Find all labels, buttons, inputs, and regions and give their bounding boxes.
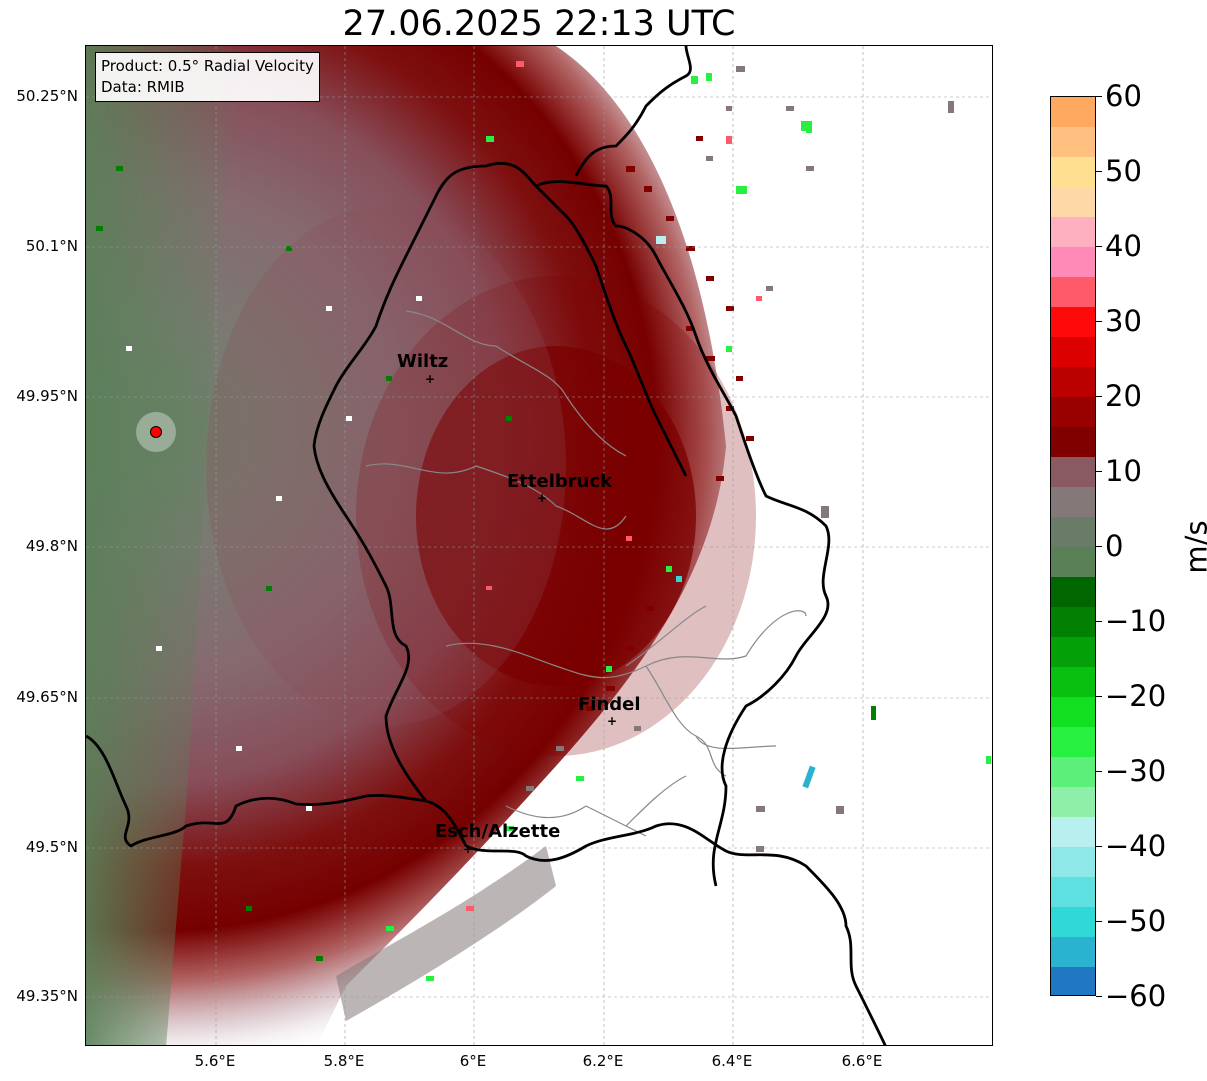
colorbar-segment	[1051, 187, 1095, 217]
grid-lines	[86, 46, 992, 1045]
colorbar-segment	[1051, 757, 1095, 787]
colorbar-tick-label: 50	[1105, 154, 1142, 188]
lon-label: 6°E	[459, 1052, 487, 1070]
lon-label: 6.2°E	[582, 1052, 624, 1070]
colorbar-tick	[1096, 921, 1102, 922]
colorbar-tick	[1096, 696, 1102, 697]
colorbar-segment	[1051, 547, 1095, 577]
product-label: Product: 0.5° Radial Velocity	[101, 57, 314, 75]
colorbar-segment	[1051, 367, 1095, 397]
lat-label: 49.5°N	[25, 838, 78, 856]
colorbar-segment	[1051, 817, 1095, 847]
colorbar-tick	[1096, 846, 1102, 847]
colorbar-segment	[1051, 967, 1095, 995]
colorbar-tick-label: 0	[1105, 529, 1124, 563]
colorbar-segment	[1051, 337, 1095, 367]
product-info-box: Product: 0.5° Radial Velocity Data: RMIB	[95, 52, 320, 102]
city-marker-wiltz: +	[425, 372, 436, 386]
city-marker-esch-alzette: +	[463, 842, 474, 856]
colorbar-segment	[1051, 847, 1095, 877]
colorbar-segment	[1051, 217, 1095, 247]
lat-label: 49.95°N	[16, 387, 78, 405]
city-marker-ettelbruck: +	[537, 491, 548, 505]
lat-label: 50.25°N	[16, 87, 78, 105]
colorbar-tick-label: −30	[1105, 754, 1167, 788]
lat-label: 49.8°N	[25, 537, 78, 555]
lon-label: 6.4°E	[711, 1052, 753, 1070]
colorbar-tick-label: −50	[1105, 904, 1167, 938]
colorbar-segment	[1051, 97, 1095, 127]
canton-borders	[365, 310, 807, 837]
colorbar-segment	[1051, 667, 1095, 697]
colorbar-segment	[1051, 787, 1095, 817]
colorbar-segment	[1051, 637, 1095, 667]
colorbar-tick	[1096, 546, 1102, 547]
colorbar-segment	[1051, 307, 1095, 337]
colorbar-segment	[1051, 247, 1095, 277]
velocity-gates	[96, 61, 991, 981]
colorbar-tick-label: 60	[1105, 79, 1142, 113]
radar-map[interactable]: Product: 0.5° Radial Velocity Data: RMIB…	[85, 45, 993, 1046]
colorbar	[1050, 96, 1096, 996]
colorbar-segment	[1051, 277, 1095, 307]
colorbar-unit-label: m/s	[1179, 520, 1207, 574]
colorbar-tick	[1096, 396, 1102, 397]
radar-map-canvas	[86, 46, 992, 1045]
colorbar-segment	[1051, 127, 1095, 157]
colorbar-tick-label: 30	[1105, 304, 1142, 338]
colorbar-segment	[1051, 877, 1095, 907]
lat-label: 49.65°N	[16, 688, 78, 706]
colorbar-segment	[1051, 577, 1095, 607]
colorbar-tick-label: 40	[1105, 229, 1142, 263]
lat-label: 50.1°N	[25, 237, 78, 255]
lat-label: 49.35°N	[16, 987, 78, 1005]
colorbar-segment	[1051, 457, 1095, 487]
colorbar-tick	[1096, 771, 1102, 772]
colorbar-segment	[1051, 907, 1095, 937]
colorbar-tick	[1096, 321, 1102, 322]
colorbar-segment	[1051, 427, 1095, 457]
colorbar-segment	[1051, 487, 1095, 517]
colorbar-tick-label: 20	[1105, 379, 1142, 413]
colorbar-tick-label: −20	[1105, 679, 1167, 713]
colorbar-tick	[1096, 621, 1102, 622]
colorbar-segment	[1051, 607, 1095, 637]
lon-label: 5.6°E	[194, 1052, 236, 1070]
colorbar-tick-label: 10	[1105, 454, 1142, 488]
radar-site	[136, 412, 176, 452]
colorbar-segment	[1051, 697, 1095, 727]
colorbar-segment	[1051, 157, 1095, 187]
city-label-ettelbruck: Ettelbruck	[507, 471, 613, 492]
country-borders	[86, 46, 887, 1045]
lon-label: 5.8°E	[323, 1052, 365, 1070]
data-source-label: Data: RMIB	[101, 78, 185, 96]
colorbar-tick-label: −40	[1105, 829, 1167, 863]
city-label-esch-alzette: Esch/Alzette	[435, 821, 561, 842]
city-label-findel: Findel	[578, 694, 641, 715]
colorbar-tick	[1096, 171, 1102, 172]
colorbar-tick	[1096, 996, 1102, 997]
colorbar-tick	[1096, 246, 1102, 247]
colorbar-segment	[1051, 397, 1095, 427]
city-label-wiltz: Wiltz	[397, 351, 449, 372]
lon-label: 6.6°E	[841, 1052, 883, 1070]
colorbar-segment	[1051, 727, 1095, 757]
velocity-field	[86, 46, 756, 1045]
colorbar-tick-label: −60	[1105, 979, 1167, 1013]
colorbar-tick	[1096, 96, 1102, 97]
map-title: 27.06.2025 22:13 UTC	[342, 4, 736, 44]
colorbar-segment	[1051, 937, 1095, 967]
colorbar-tick	[1096, 471, 1102, 472]
city-marker-findel: +	[607, 714, 618, 728]
colorbar-segment	[1051, 517, 1095, 547]
colorbar-tick-label: −10	[1105, 604, 1167, 638]
